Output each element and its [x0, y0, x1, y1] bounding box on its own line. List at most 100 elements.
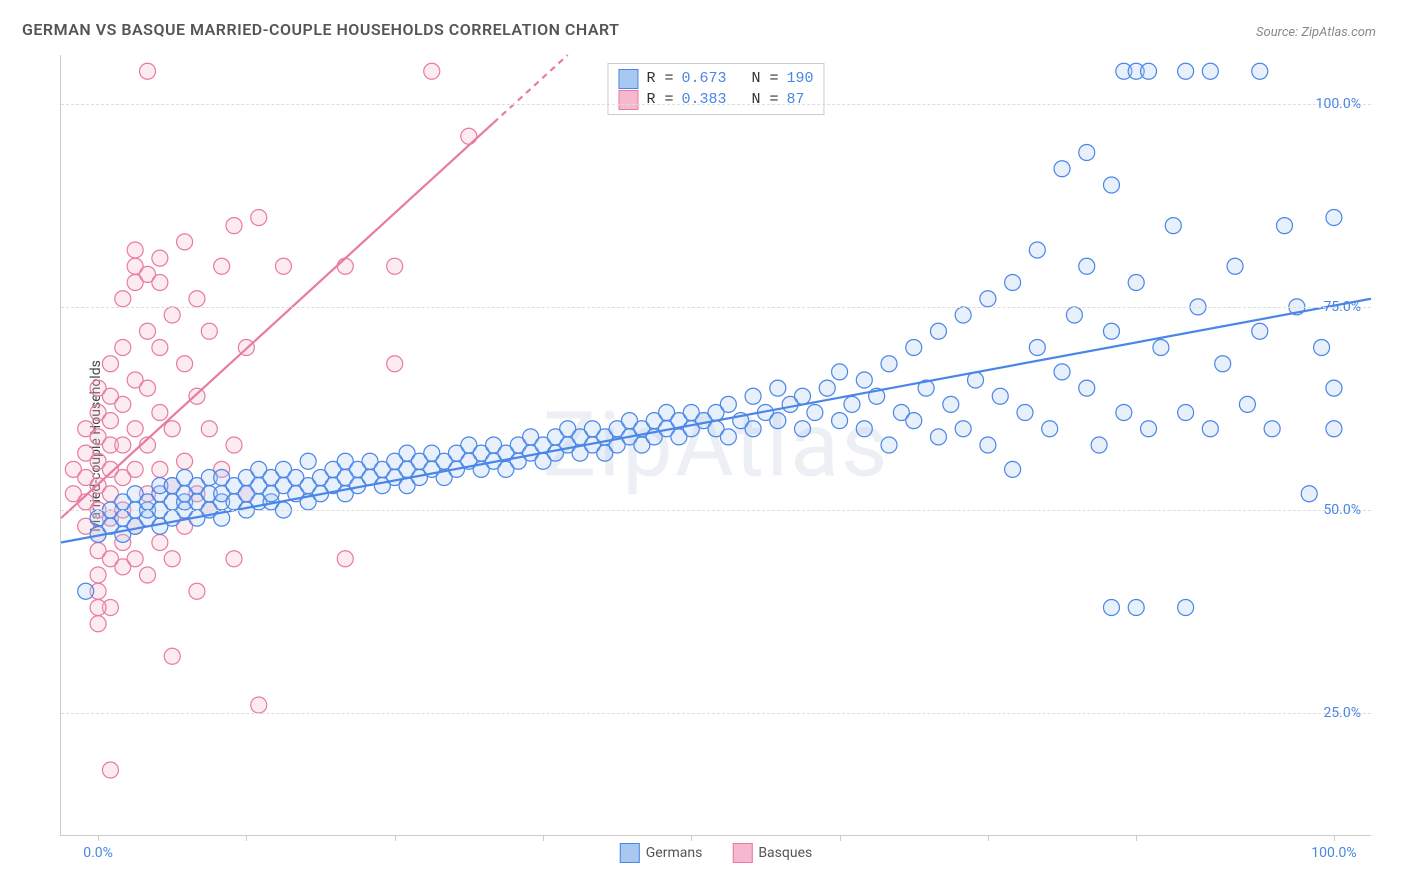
- scatter-point: [102, 762, 118, 778]
- scatter-point: [152, 535, 168, 551]
- n-label: N =: [752, 89, 779, 110]
- scatter-point: [720, 429, 736, 445]
- scatter-point: [856, 372, 872, 388]
- scatter-point: [1301, 486, 1317, 502]
- scatter-point: [90, 600, 106, 616]
- scatter-point: [1054, 161, 1070, 177]
- scatter-point: [1178, 405, 1194, 421]
- scatter-point: [720, 396, 736, 412]
- n-label: N =: [752, 68, 779, 89]
- x-tick: [691, 835, 692, 841]
- y-tick-label: 50.0%: [1323, 502, 1361, 518]
- legend-stats-row-germans: R = 0.673 N = 190: [618, 68, 813, 89]
- scatter-point: [115, 340, 131, 356]
- scatter-point: [770, 413, 786, 429]
- scatter-point: [980, 437, 996, 453]
- x-tick: [840, 835, 841, 841]
- scatter-point: [214, 258, 230, 274]
- scatter-point: [461, 128, 477, 144]
- swatch-germans: [618, 69, 638, 89]
- scatter-point: [955, 307, 971, 323]
- scatter-point: [1005, 275, 1021, 291]
- scatter-point: [1326, 210, 1342, 226]
- y-tick-label: 100.0%: [1316, 96, 1361, 112]
- x-tick: [98, 835, 99, 841]
- scatter-point: [1215, 356, 1231, 372]
- scatter-point: [337, 551, 353, 567]
- scatter-point: [152, 250, 168, 266]
- scatter-point: [1042, 421, 1058, 437]
- swatch-germans-icon: [620, 843, 640, 863]
- scatter-point: [1128, 600, 1144, 616]
- scatter-point: [1128, 275, 1144, 291]
- scatter-point: [1079, 380, 1095, 396]
- r-label: R =: [646, 68, 673, 89]
- scatter-point: [102, 413, 118, 429]
- scatter-point: [1178, 63, 1194, 79]
- scatter-point: [177, 356, 193, 372]
- legend-series: Germans Basques: [620, 843, 812, 863]
- chart-svg: [61, 55, 1371, 835]
- scatter-point: [1326, 421, 1342, 437]
- scatter-point: [387, 356, 403, 372]
- scatter-point: [226, 437, 242, 453]
- scatter-point: [164, 307, 180, 323]
- swatch-basques-icon: [732, 843, 752, 863]
- n-value-basques: 87: [787, 89, 805, 110]
- scatter-point: [152, 340, 168, 356]
- scatter-point: [1314, 340, 1330, 356]
- scatter-point: [152, 405, 168, 421]
- scatter-point: [189, 388, 205, 404]
- scatter-point: [1239, 396, 1255, 412]
- scatter-point: [201, 421, 217, 437]
- scatter-point: [844, 396, 860, 412]
- scatter-point: [819, 380, 835, 396]
- legend-stats: R = 0.673 N = 190 R = 0.383 N = 87: [607, 63, 824, 115]
- scatter-point: [115, 437, 131, 453]
- gridline: [61, 510, 1371, 511]
- scatter-point: [251, 210, 267, 226]
- scatter-point: [1165, 218, 1181, 234]
- scatter-point: [275, 258, 291, 274]
- scatter-point: [1141, 63, 1157, 79]
- scatter-point: [1326, 380, 1342, 396]
- scatter-point: [164, 551, 180, 567]
- scatter-point: [1264, 421, 1280, 437]
- trend-line: [494, 55, 568, 123]
- scatter-point: [795, 388, 811, 404]
- swatch-basques: [618, 90, 638, 110]
- scatter-point: [1276, 218, 1292, 234]
- scatter-point: [189, 291, 205, 307]
- scatter-point: [424, 63, 440, 79]
- scatter-point: [1029, 242, 1045, 258]
- scatter-point: [906, 413, 922, 429]
- scatter-point: [201, 323, 217, 339]
- scatter-point: [140, 323, 156, 339]
- scatter-point: [770, 380, 786, 396]
- x-tick-label: 100.0%: [1311, 845, 1356, 861]
- scatter-point: [795, 421, 811, 437]
- scatter-point: [906, 340, 922, 356]
- scatter-point: [745, 388, 761, 404]
- scatter-point: [90, 616, 106, 632]
- scatter-point: [1227, 258, 1243, 274]
- scatter-point: [980, 291, 996, 307]
- scatter-point: [856, 421, 872, 437]
- scatter-point: [140, 567, 156, 583]
- scatter-point: [881, 437, 897, 453]
- x-tick: [1334, 835, 1335, 841]
- scatter-point: [140, 380, 156, 396]
- gridline: [61, 307, 1371, 308]
- scatter-point: [832, 364, 848, 380]
- scatter-point: [1103, 323, 1119, 339]
- scatter-point: [1091, 437, 1107, 453]
- scatter-point: [90, 567, 106, 583]
- gridline: [61, 713, 1371, 714]
- scatter-point: [1079, 258, 1095, 274]
- gridline: [61, 104, 1371, 105]
- scatter-point: [226, 551, 242, 567]
- scatter-point: [1017, 405, 1033, 421]
- y-tick-label: 75.0%: [1323, 299, 1361, 315]
- chart-title: GERMAN VS BASQUE MARRIED-COUPLE HOUSEHOL…: [22, 20, 620, 39]
- r-label: R =: [646, 89, 673, 110]
